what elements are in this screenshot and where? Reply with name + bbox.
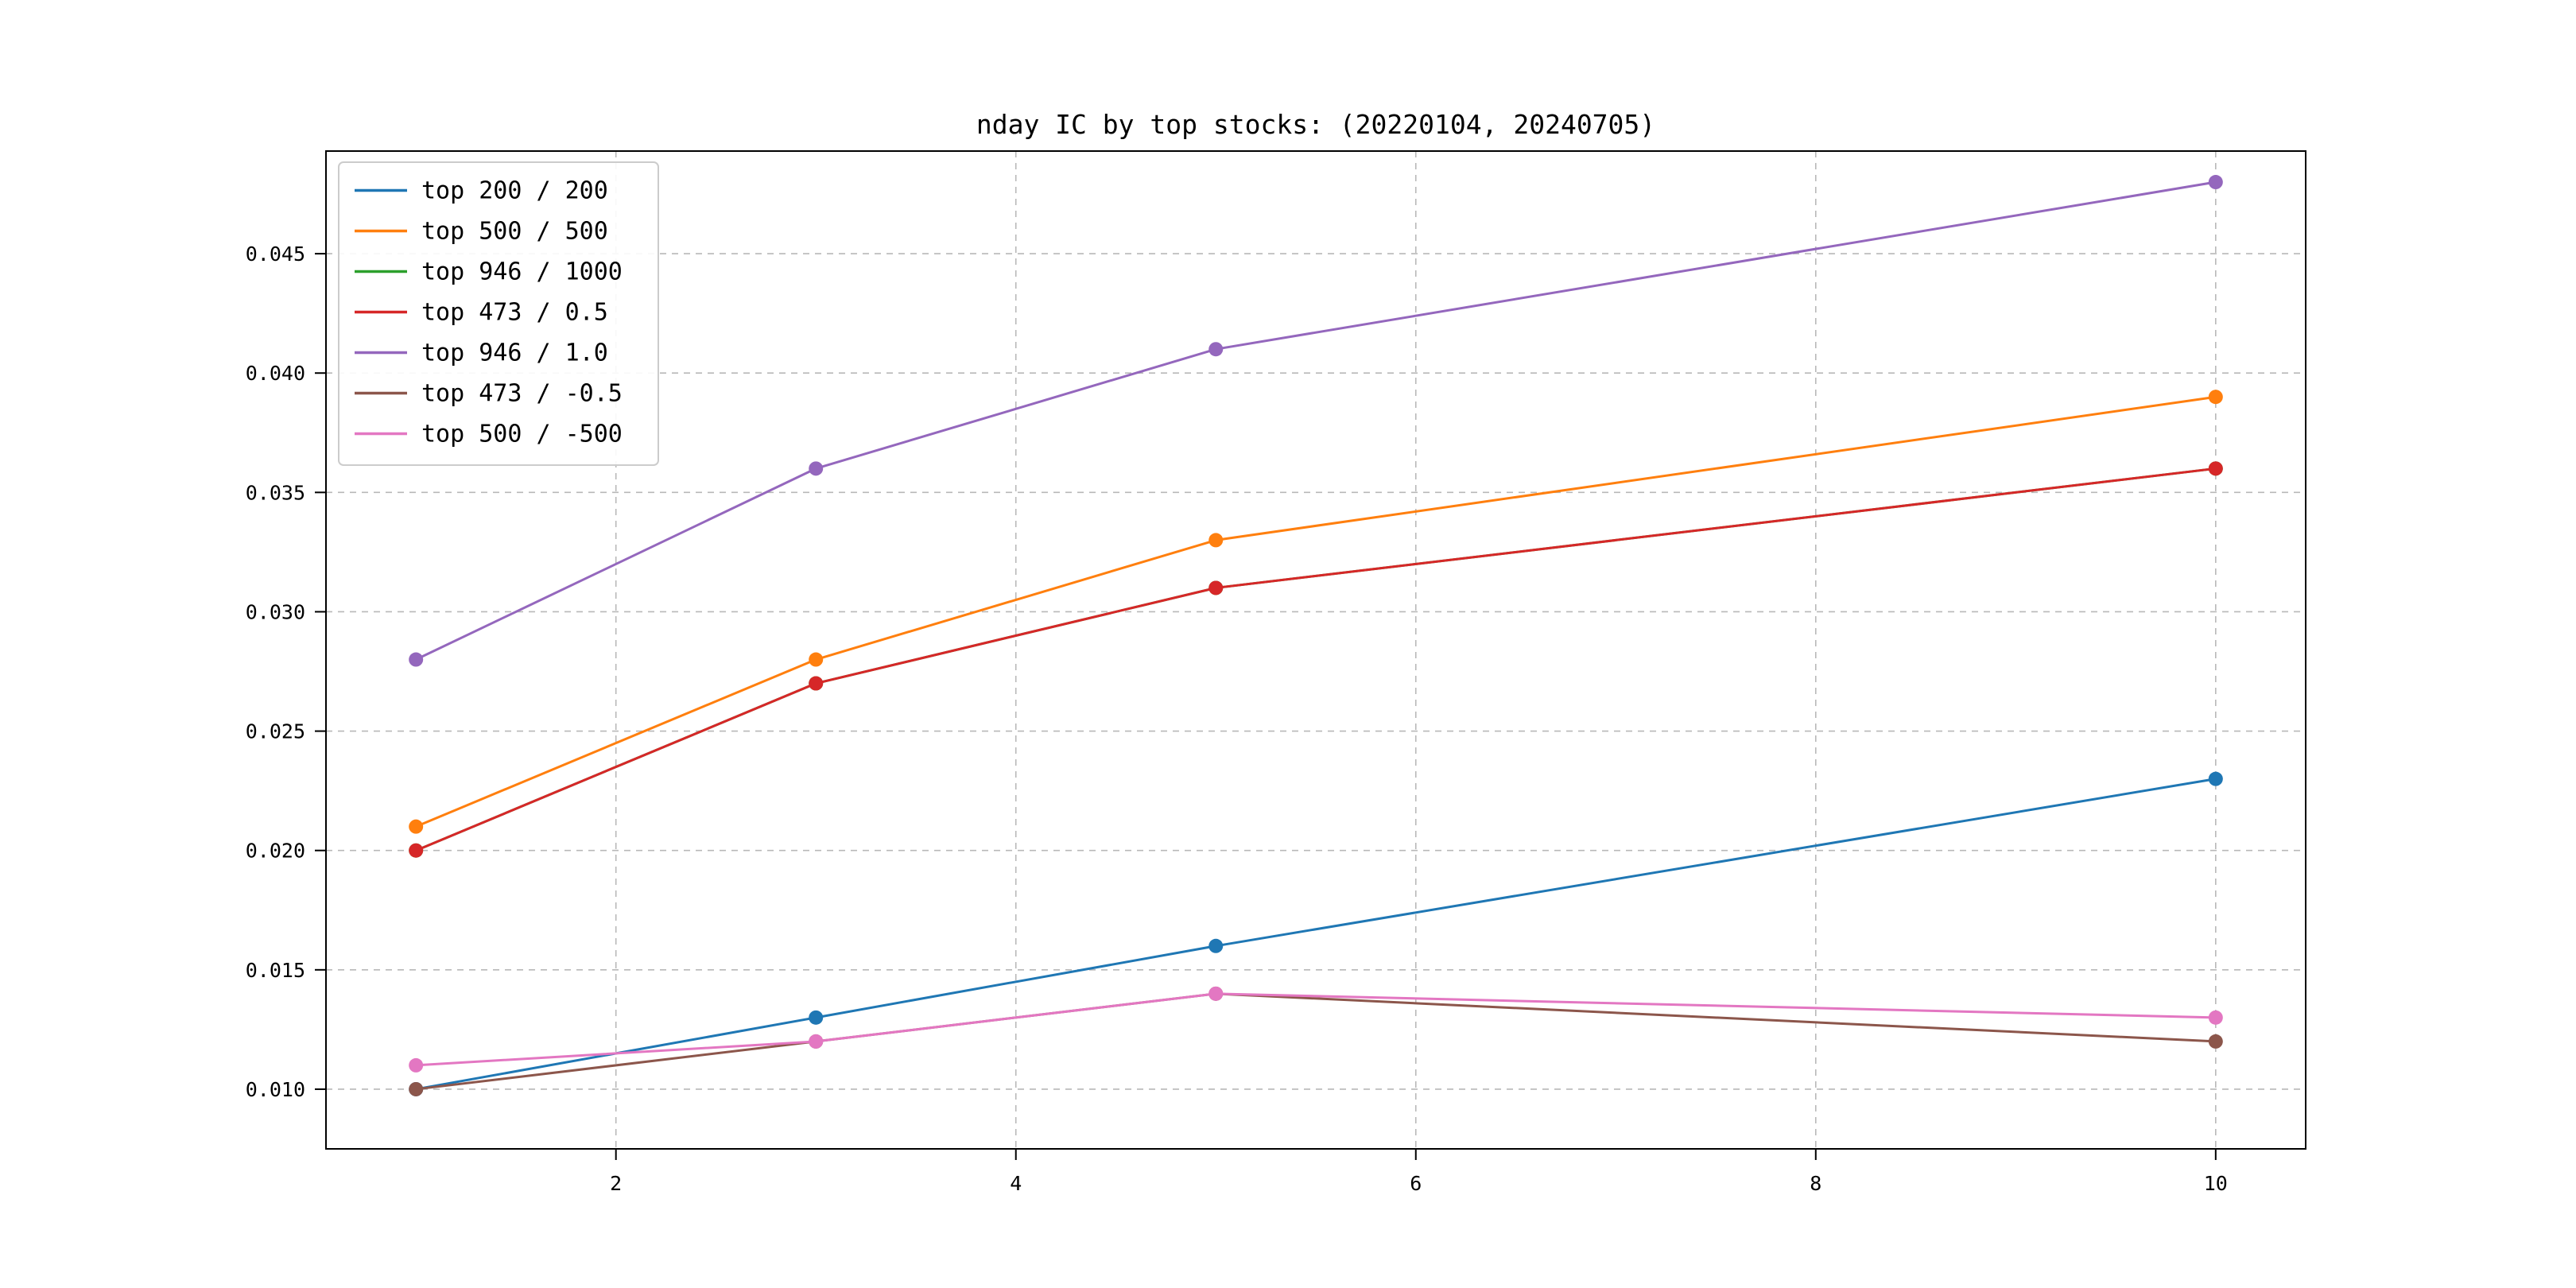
- grid-layer: [326, 151, 2306, 1149]
- data-point: [1208, 986, 1224, 1001]
- plot-border: [325, 150, 2306, 1150]
- legend-item: top 946 / 1.0: [355, 339, 608, 367]
- data-point: [409, 1081, 424, 1096]
- legend-box: [338, 161, 659, 466]
- data-point: [409, 819, 424, 834]
- legend-label: top 500 / 500: [421, 218, 608, 246]
- y-tick-label: 0.020: [246, 840, 305, 863]
- series-line: [414, 778, 2217, 1091]
- y-tick-label: 0.030: [246, 600, 305, 623]
- data-point: [2208, 461, 2223, 476]
- legend-label: top 500 / -500: [421, 421, 623, 448]
- legend-item: top 946 / 1000: [355, 258, 623, 286]
- data-point: [809, 461, 824, 476]
- series-line: [414, 180, 2217, 661]
- legend-item: top 473 / 0.5: [355, 299, 608, 327]
- x-tick-label: 4: [1010, 1172, 1022, 1195]
- legend-item: top 473 / -0.5: [355, 380, 623, 408]
- data-point: [809, 676, 824, 691]
- data-point: [409, 843, 424, 858]
- x-tick-label: 8: [1810, 1172, 1821, 1195]
- data-point: [809, 652, 824, 667]
- data-point: [1208, 342, 1224, 357]
- legend-item: top 500 / 500: [355, 218, 608, 246]
- y-tick-label: 0.045: [246, 242, 305, 266]
- data-point: [2208, 771, 2223, 786]
- data-point: [809, 1010, 824, 1025]
- data-layer: [409, 175, 2223, 1096]
- legend-label: top 473 / -0.5: [421, 380, 623, 408]
- data-point: [809, 1034, 824, 1049]
- data-point: [1208, 938, 1224, 953]
- legend-item: top 200 / 200: [355, 177, 608, 205]
- data-point: [2208, 175, 2223, 190]
- data-point: [1208, 533, 1224, 548]
- legend-label: top 946 / 1000: [421, 258, 623, 286]
- axes-layer: 2 4 6 8 10 0.010 0.015 0.020 0.025 0.030 0.035 0.04…: [246, 150, 2306, 1195]
- data-point: [2208, 1010, 2223, 1025]
- y-tick-label: 0.025: [246, 720, 305, 743]
- data-point: [409, 652, 424, 667]
- x-tick-label: 2: [610, 1172, 622, 1195]
- legend: top 200 / 200 top 500 / 500 top 946 / 1000…: [338, 161, 659, 466]
- data-point: [2208, 390, 2223, 405]
- y-tick-label: 0.035: [246, 481, 305, 504]
- legend-item: top 500 / -500: [355, 421, 623, 448]
- y-tick-label: 0.040: [246, 362, 305, 385]
- legend-label: top 200 / 200: [421, 177, 608, 205]
- series-line: [414, 467, 2217, 852]
- y-tick-label: 0.015: [246, 959, 305, 982]
- legend-label: top 473 / 0.5: [421, 299, 608, 327]
- y-tick-label: 0.010: [246, 1078, 305, 1101]
- chart-title: nday IC by top stocks: (20220104, 202407…: [976, 109, 1655, 140]
- legend-label: top 946 / 1.0: [421, 339, 608, 367]
- series-line: [414, 992, 2217, 1067]
- data-point: [409, 1057, 424, 1073]
- x-tick-label: 6: [1410, 1172, 1422, 1195]
- series-line: [414, 395, 2217, 828]
- data-point: [1208, 580, 1224, 596]
- data-point: [2208, 1034, 2223, 1049]
- x-tick-label: 10: [2204, 1172, 2228, 1195]
